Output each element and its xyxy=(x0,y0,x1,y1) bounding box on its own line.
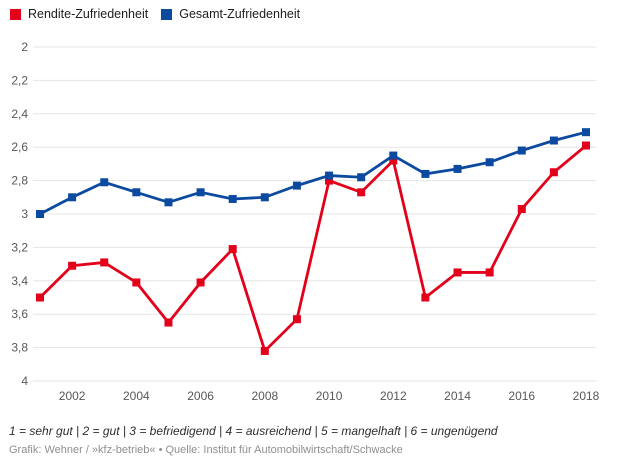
source-credit: Grafik: Wehner / »kfz-betrieb« • Quelle:… xyxy=(9,444,403,456)
grade-scale-note: 1 = sehr gut | 2 = gut | 3 = befriedigen… xyxy=(9,424,498,438)
data-point-marker xyxy=(164,198,173,207)
data-point-marker xyxy=(582,141,590,150)
data-point-marker xyxy=(164,318,173,327)
series-line-Gesamt-Zufriedenheit xyxy=(39,130,587,216)
x-axis-tick-label: 2014 xyxy=(444,389,471,403)
data-point-marker xyxy=(100,178,109,187)
legend-swatch-rendite-icon xyxy=(10,8,21,20)
y-axis-tick-label: 2 xyxy=(21,40,28,54)
y-axis-tick-label: 2,4 xyxy=(11,107,28,121)
data-point-marker xyxy=(549,136,558,145)
data-point-marker xyxy=(292,315,301,324)
legend-label-gesamt: Gesamt-Zufriedenheit xyxy=(179,7,301,21)
chart-legend: Rendite-Zufriedenheit Gesamt-Zufriedenhe… xyxy=(10,7,300,21)
x-axis-tick-label: 2018 xyxy=(573,389,600,403)
legend-label-rendite: Rendite-Zufriedenheit xyxy=(28,7,149,21)
data-point-marker xyxy=(68,261,77,270)
data-point-marker xyxy=(196,278,205,287)
data-point-marker xyxy=(549,168,558,177)
y-axis-tick-label: 2,2 xyxy=(11,73,28,87)
x-axis-tick-label: 2006 xyxy=(187,389,214,403)
data-point-marker xyxy=(485,268,494,277)
y-axis-tick-label: 3 xyxy=(21,207,28,221)
y-axis-tick-label: 3,2 xyxy=(11,240,28,254)
data-point-marker xyxy=(132,278,141,287)
data-point-marker xyxy=(228,194,237,203)
x-axis-tick-label: 2008 xyxy=(251,389,278,403)
data-point-marker xyxy=(68,193,77,202)
data-point-marker xyxy=(453,268,462,277)
legend-swatch-gesamt-icon xyxy=(161,8,173,20)
data-point-marker xyxy=(260,346,269,355)
y-axis-tick-label: 3,4 xyxy=(11,274,28,288)
data-point-marker xyxy=(357,173,366,182)
data-point-marker xyxy=(292,181,301,190)
x-axis-tick-label: 2002 xyxy=(59,389,86,403)
x-axis-tick-label: 2004 xyxy=(123,389,150,403)
legend-item-rendite: Rendite-Zufriedenheit xyxy=(10,7,148,21)
data-point-marker xyxy=(389,151,398,160)
y-axis-tick-label: 3,6 xyxy=(11,307,28,321)
data-point-marker xyxy=(517,204,526,213)
y-axis-tick-label: 4 xyxy=(21,374,28,388)
y-axis-tick-label: 2,6 xyxy=(11,140,28,154)
data-point-marker xyxy=(389,156,398,165)
data-point-marker xyxy=(453,164,462,173)
x-axis-tick-label: 2016 xyxy=(508,389,535,403)
data-point-marker xyxy=(196,188,205,197)
data-point-marker xyxy=(517,146,526,155)
data-point-marker xyxy=(36,210,44,218)
data-point-marker xyxy=(260,193,269,202)
x-axis-tick-label: 2012 xyxy=(380,389,407,403)
data-point-marker xyxy=(582,128,590,137)
data-point-marker xyxy=(228,245,237,254)
data-point-marker xyxy=(325,176,334,185)
line-chart: 2 2,2 2,4 2,6 2,8 3 3,2 3,4 3,6 3,8 4 2002 2004 2006 2… xyxy=(11,40,600,403)
data-point-marker xyxy=(100,258,109,267)
series-line-Rendite-Zufriedenheit xyxy=(39,144,587,354)
data-point-marker xyxy=(36,293,44,302)
data-point-marker xyxy=(132,188,141,197)
data-point-marker xyxy=(421,169,430,178)
y-axis-tick-label: 2,8 xyxy=(11,174,28,188)
legend-item-gesamt: Gesamt-Zufriedenheit xyxy=(161,7,300,21)
data-point-marker xyxy=(325,171,334,180)
data-point-marker xyxy=(421,293,430,302)
data-point-marker xyxy=(357,188,366,197)
x-axis-tick-label: 2010 xyxy=(316,389,343,403)
y-axis-tick-label: 3,8 xyxy=(11,341,28,355)
data-point-marker xyxy=(485,158,494,167)
